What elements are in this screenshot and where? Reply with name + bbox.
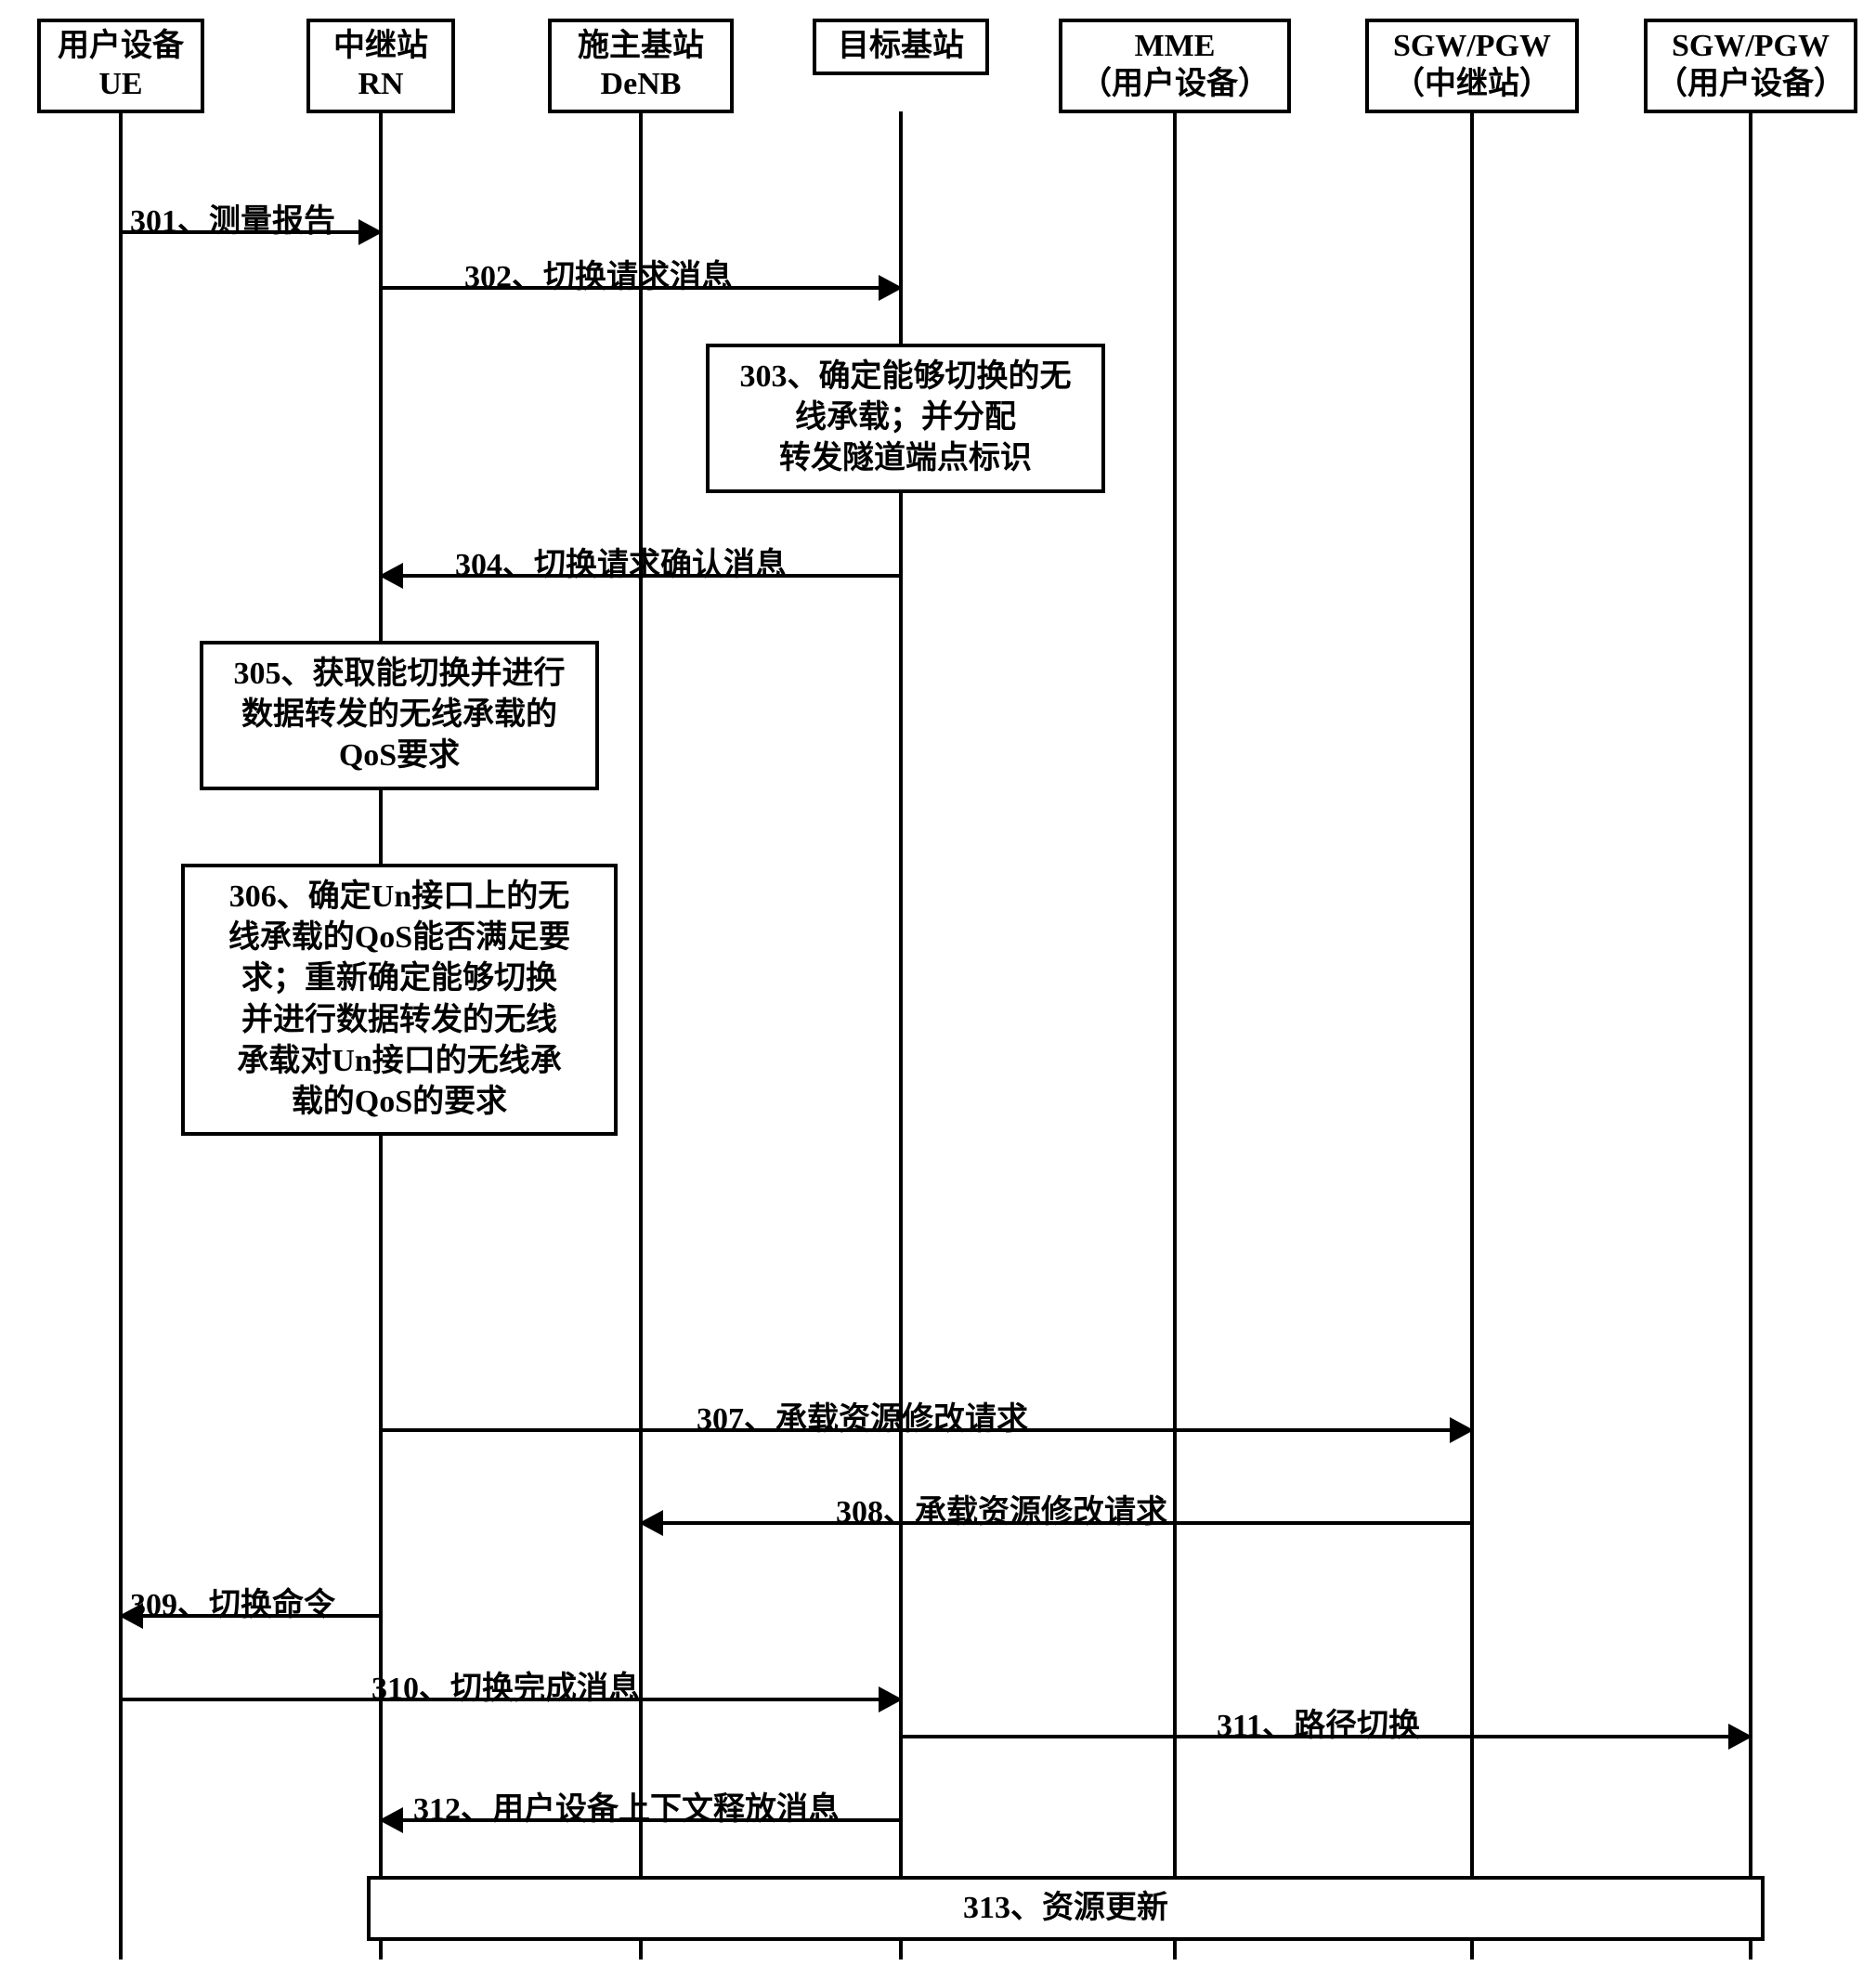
lifeline-sgw_rn: [1470, 111, 1474, 1959]
arrowhead-icon: [1728, 1724, 1752, 1750]
msg-label-m308: 308、承载资源修改请求: [836, 1486, 1167, 1531]
participant-label-line1: 目标基站: [824, 28, 978, 66]
participant-sgw_rn: SGW/PGW（中继站）: [1365, 19, 1579, 113]
participant-ue: 用户设备UE: [37, 19, 204, 113]
note-line: 305、获取能切换并进行: [215, 654, 584, 695]
msg-label-m311: 311、路径切换: [1217, 1699, 1420, 1745]
note-line: 承载对Un接口的无线承: [196, 1041, 603, 1082]
note-line: 求；重新确定能够切换: [196, 958, 603, 999]
note-line: QoS要求: [215, 736, 584, 776]
arrowhead-icon: [879, 275, 903, 301]
msg-label-m301: 301、测量报告: [130, 195, 335, 241]
note-line: 数据转发的无线承载的: [215, 695, 584, 736]
lifeline-mme: [1173, 111, 1177, 1959]
participant-rn: 中继站RN: [306, 19, 455, 113]
participant-label-line1: 用户设备: [48, 28, 193, 66]
arrowhead-icon: [379, 1807, 403, 1833]
note-n305: 305、获取能切换并进行数据转发的无线承载的QoS要求: [200, 641, 599, 790]
arrowhead-icon: [639, 1510, 663, 1536]
note-line: 306、确定Un接口上的无: [196, 877, 603, 918]
note-line: 并进行数据转发的无线: [196, 1000, 603, 1041]
note-n303: 303、确定能够切换的无线承载；并分配转发隧道端点标识: [706, 344, 1105, 493]
note-line: 载的QoS的要求: [196, 1082, 603, 1123]
participant-label-line2: （用户设备）: [1655, 66, 1846, 104]
msg-label-m312: 312、用户设备上下文释放消息: [413, 1783, 840, 1829]
participant-label-line1: SGW/PGW: [1376, 28, 1568, 66]
participant-denb: 施主基站DeNB: [548, 19, 734, 113]
lifeline-ue: [119, 111, 123, 1959]
msg-label-m304: 304、切换请求确认消息: [455, 539, 787, 584]
msg-label-m302: 302、切换请求消息: [464, 251, 733, 296]
note-n306: 306、确定Un接口上的无线承载的QoS能否满足要求；重新确定能够切换并进行数据…: [181, 864, 618, 1136]
participant-sgw_ue: SGW/PGW（用户设备）: [1644, 19, 1857, 113]
span-box-n313: 313、资源更新: [367, 1876, 1765, 1941]
arrowhead-icon: [879, 1686, 903, 1712]
arrowhead-icon: [1450, 1417, 1474, 1443]
participant-label-line2: （用户设备）: [1070, 66, 1280, 104]
participant-label-line1: SGW/PGW: [1655, 28, 1846, 66]
msg-label-m310: 310、切换完成消息: [371, 1662, 640, 1708]
note-line: 线承载的QoS能否满足要: [196, 918, 603, 958]
participant-label-line1: MME: [1070, 28, 1280, 66]
note-line: 303、确定能够切换的无: [721, 357, 1090, 397]
arrowhead-icon: [358, 219, 383, 245]
participant-label-line1: 施主基站: [559, 28, 723, 66]
participant-target: 目标基站: [813, 19, 989, 75]
participant-label-line2: UE: [48, 66, 193, 104]
participant-label-line1: 中继站: [318, 28, 444, 66]
arrowhead-icon: [379, 563, 403, 589]
participant-label-line2: DeNB: [559, 66, 723, 104]
msg-label-m309: 309、切换命令: [130, 1579, 335, 1624]
participant-label-line2: （中继站）: [1376, 66, 1568, 104]
participant-label-line2: RN: [318, 66, 444, 104]
msg-label-m307: 307、承载资源修改请求: [697, 1393, 1028, 1439]
note-line: 转发隧道端点标识: [721, 438, 1090, 479]
participant-mme: MME（用户设备）: [1059, 19, 1291, 113]
note-line: 线承载；并分配: [721, 397, 1090, 438]
lifeline-sgw_ue: [1749, 111, 1752, 1959]
